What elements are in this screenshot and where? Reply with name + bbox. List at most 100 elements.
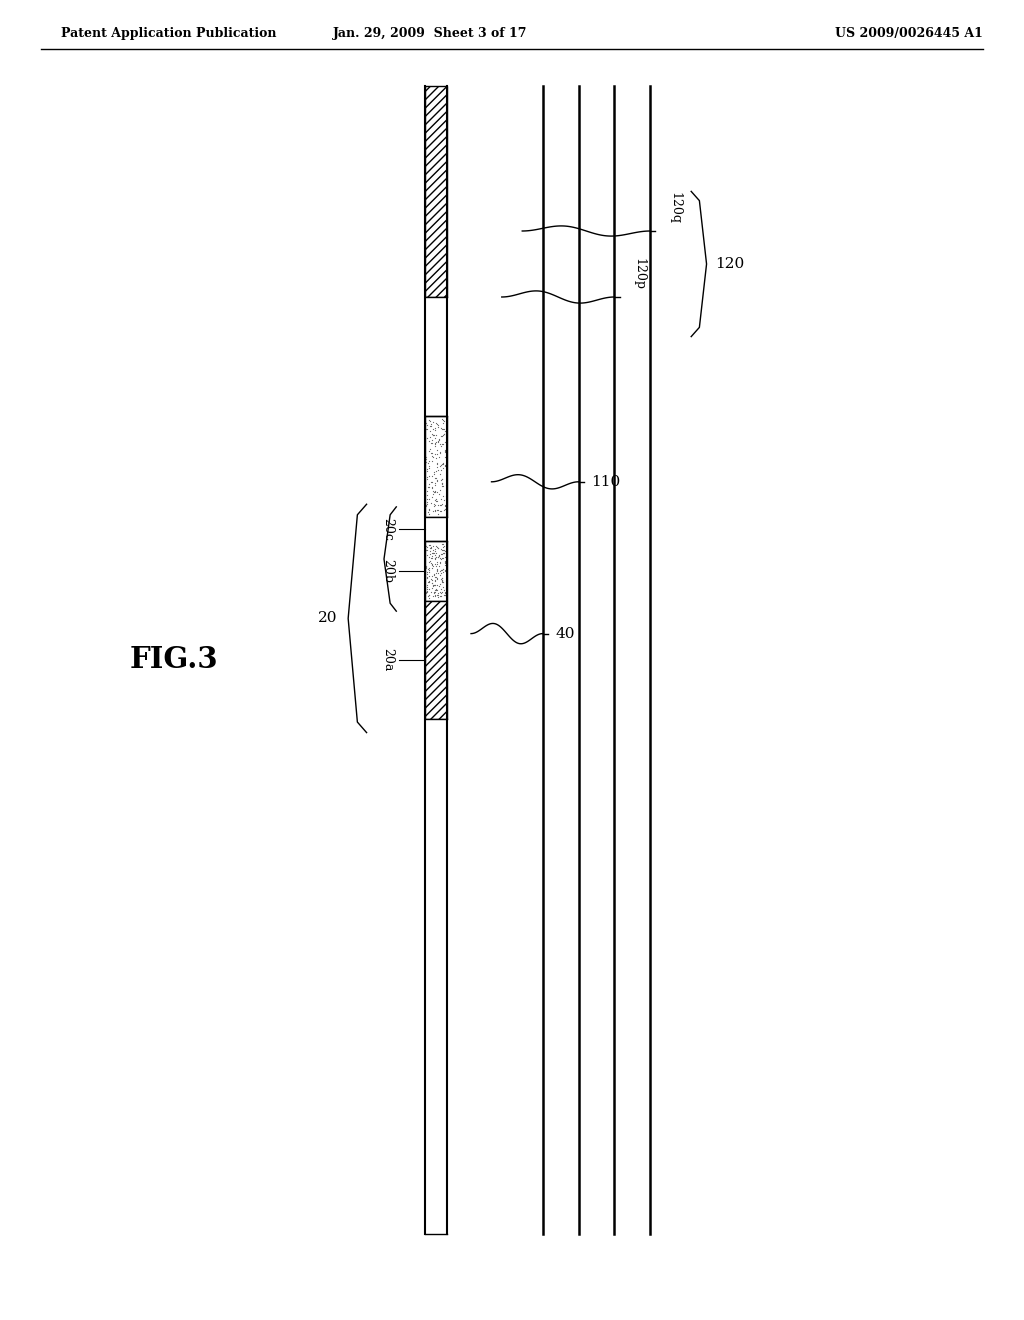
Text: FIG.3: FIG.3 (130, 645, 218, 675)
Point (423, 546, 439, 568)
Point (422, 438, 438, 459)
Point (435, 561, 452, 582)
Point (419, 494, 435, 515)
Point (435, 558, 452, 579)
Point (427, 540, 443, 561)
Point (420, 502, 436, 523)
Point (434, 539, 451, 560)
Point (438, 543, 455, 564)
Point (421, 488, 437, 510)
Point (422, 544, 438, 565)
Point (434, 469, 451, 490)
Point (420, 586, 436, 607)
Point (431, 433, 447, 454)
Point (434, 434, 451, 455)
Point (424, 444, 440, 465)
Point (434, 418, 451, 440)
Point (435, 409, 452, 430)
Point (418, 418, 434, 440)
Point (426, 494, 442, 515)
Point (432, 562, 449, 583)
Point (424, 545, 440, 566)
Point (436, 543, 453, 564)
Point (432, 495, 449, 516)
Point (427, 461, 443, 482)
Point (423, 553, 439, 574)
Point (426, 444, 442, 465)
Point (438, 486, 455, 507)
Point (423, 569, 439, 590)
Point (435, 458, 452, 479)
Point (421, 474, 437, 495)
Point (437, 550, 454, 572)
Point (418, 539, 434, 560)
Point (419, 582, 435, 603)
Point (432, 488, 449, 510)
Point (424, 486, 440, 507)
Point (437, 552, 454, 573)
Point (425, 480, 441, 502)
Point (437, 440, 454, 461)
Point (432, 459, 449, 480)
Point (421, 504, 437, 525)
Point (424, 553, 440, 574)
Point (431, 560, 447, 581)
Point (435, 500, 452, 521)
Point (434, 570, 451, 591)
Point (427, 490, 443, 511)
Point (432, 494, 449, 515)
Point (427, 473, 443, 494)
Point (421, 450, 437, 471)
Point (421, 572, 437, 593)
Point (418, 451, 434, 473)
Point (422, 550, 438, 572)
Point (423, 416, 439, 437)
Point (418, 556, 434, 577)
Point (424, 465, 440, 486)
Point (423, 492, 439, 513)
Point (436, 411, 453, 432)
Point (425, 582, 441, 603)
Point (421, 585, 437, 606)
Point (423, 554, 439, 576)
Point (421, 466, 437, 487)
Point (431, 552, 447, 573)
Point (433, 560, 450, 581)
Point (424, 554, 440, 576)
Point (432, 463, 449, 484)
Point (432, 417, 449, 438)
Point (425, 539, 441, 560)
Point (422, 537, 438, 558)
Point (438, 488, 455, 510)
Point (425, 463, 441, 484)
Point (421, 499, 437, 520)
Point (429, 536, 445, 557)
Point (430, 495, 446, 516)
Point (426, 581, 442, 602)
Point (426, 582, 442, 603)
Point (421, 458, 437, 479)
Point (427, 418, 443, 440)
Point (421, 557, 437, 578)
Point (434, 474, 451, 495)
Point (419, 568, 435, 589)
Point (435, 424, 452, 445)
Point (427, 480, 443, 502)
Point (418, 582, 434, 603)
Point (425, 536, 441, 557)
Point (427, 549, 443, 570)
Point (425, 424, 441, 445)
Point (427, 467, 443, 488)
Point (435, 536, 452, 557)
Point (437, 498, 454, 519)
Point (433, 434, 450, 455)
Point (427, 436, 443, 457)
Point (432, 585, 449, 606)
Point (428, 490, 444, 511)
Point (431, 545, 447, 566)
Point (419, 467, 435, 488)
Point (428, 440, 444, 461)
Point (427, 585, 443, 606)
Point (431, 429, 447, 450)
Point (432, 560, 449, 581)
